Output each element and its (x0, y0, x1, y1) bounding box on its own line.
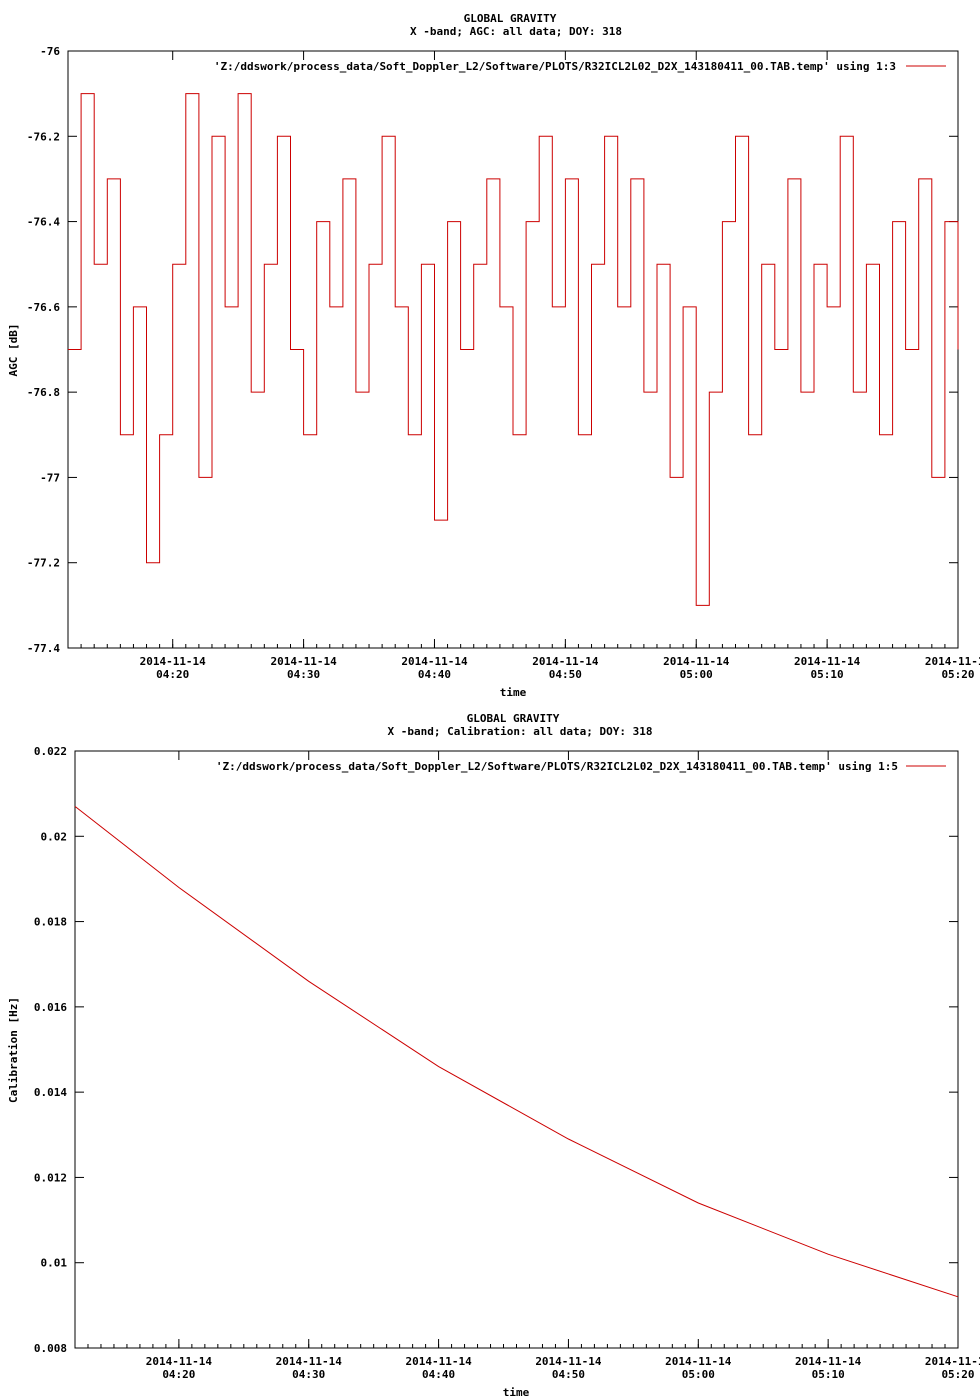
x-tick-date: 2014-11-14 (925, 655, 980, 668)
y-axis-label: AGC [dB] (7, 324, 20, 377)
series-layer (74, 806, 959, 1298)
chart-subtitle: X -band; Calibration: all data; DOY: 318 (388, 725, 653, 738)
y-tick-label: 0.008 (34, 1342, 67, 1355)
x-tick-time: 04:40 (418, 668, 451, 681)
y-tick-label: -77.2 (27, 557, 60, 570)
x-tick-time: 04:50 (549, 668, 582, 681)
y-ticks: -76 -76.2 -76.4 -76.6 -76.8 -77 -77.2 -77.4 (27, 45, 958, 655)
x-tick-date: 2014-11-14 (794, 655, 861, 668)
x-tick-date: 2014-11-14 (663, 655, 730, 668)
x-tick-time: 05:00 (680, 668, 713, 681)
x-tick-date: 2014-11-14 (925, 1355, 980, 1368)
x-ticks: 2014-11-1404:202014-11-1404:302014-11-14… (87, 751, 980, 1381)
chart-title: GLOBAL GRAVITY (464, 12, 557, 25)
x-tick-date: 2014-11-14 (276, 1355, 343, 1368)
x-tick-time: 04:40 (422, 1368, 455, 1381)
y-tick-label: 0.022 (34, 745, 67, 758)
series-line (68, 93, 959, 606)
y-axis-label: Calibration [Hz] (7, 997, 20, 1103)
x-axis-label: time (503, 1386, 530, 1399)
x-tick-date: 2014-11-14 (535, 1355, 602, 1368)
y-tick-label: 0.016 (34, 1001, 67, 1014)
y-tick-label: -76.8 (27, 386, 60, 399)
y-tick-label: 0.018 (34, 916, 67, 929)
x-tick-time: 05:20 (941, 668, 974, 681)
y-tick-label: -76.4 (27, 216, 60, 229)
x-tick-date: 2014-11-14 (532, 655, 599, 668)
y-tick-label: 0.01 (41, 1257, 68, 1270)
x-tick-time: 04:50 (552, 1368, 585, 1381)
plot-area (74, 750, 959, 1349)
agc-chart: GLOBAL GRAVITY X -band; AGC: all data; D… (7, 12, 980, 699)
x-tick-date: 2014-11-14 (140, 655, 207, 668)
legend-label: 'Z:/ddswork/process_data/Soft_Doppler_L2… (214, 60, 896, 73)
chart-title: GLOBAL GRAVITY (467, 712, 560, 725)
series-line (74, 806, 959, 1298)
x-tick-time: 04:30 (287, 668, 320, 681)
x-tick-date: 2014-11-14 (405, 1355, 472, 1368)
x-tick-time: 04:30 (292, 1368, 325, 1381)
y-tick-label: -76.6 (27, 301, 60, 314)
chart-subtitle: X -band; AGC: all data; DOY: 318 (410, 25, 622, 38)
x-axis-label: time (500, 686, 527, 699)
x-ticks: 2014-11-1404:202014-11-1404:302014-11-14… (80, 51, 980, 681)
y-tick-label: 0.014 (34, 1086, 67, 1099)
x-tick-date: 2014-11-14 (401, 655, 468, 668)
x-tick-date: 2014-11-14 (665, 1355, 732, 1368)
y-tick-label: -76 (40, 45, 60, 58)
y-tick-label: 0.02 (41, 830, 68, 843)
x-tick-time: 05:10 (812, 1368, 845, 1381)
x-tick-time: 05:10 (811, 668, 844, 681)
x-tick-date: 2014-11-14 (270, 655, 337, 668)
x-tick-date: 2014-11-14 (795, 1355, 862, 1368)
y-tick-label: -76.2 (27, 130, 60, 143)
series-layer (68, 93, 959, 606)
y-tick-label: -77 (40, 471, 60, 484)
x-tick-time: 04:20 (162, 1368, 195, 1381)
y-ticks: 0.022 0.02 0.018 0.016 0.014 0.012 0.01 0.008 (34, 745, 958, 1355)
x-tick-time: 05:20 (941, 1368, 974, 1381)
y-tick-label: -77.4 (27, 642, 60, 655)
y-tick-label: 0.012 (34, 1171, 67, 1184)
x-tick-time: 05:00 (682, 1368, 715, 1381)
legend-label: 'Z:/ddswork/process_data/Soft_Doppler_L2… (216, 760, 898, 773)
calibration-chart: GLOBAL GRAVITY X -band; Calibration: all… (7, 712, 980, 1399)
x-tick-date: 2014-11-14 (146, 1355, 213, 1368)
x-tick-time: 04:20 (156, 668, 189, 681)
